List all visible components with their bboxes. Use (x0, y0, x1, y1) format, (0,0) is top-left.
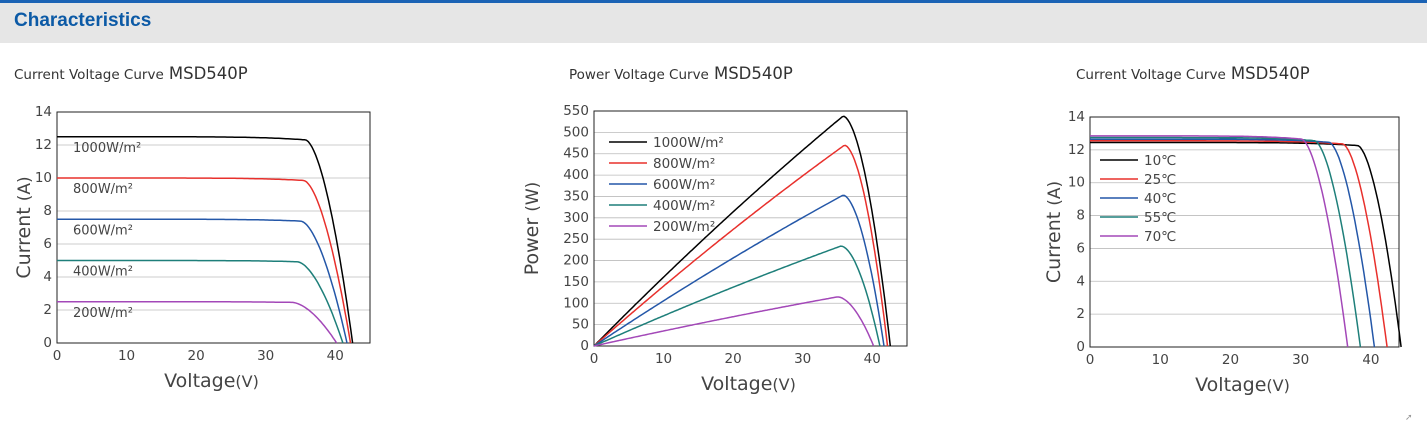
y-tick-label: 8 (43, 203, 52, 219)
series-line (593, 245, 881, 347)
x-tick-label: 30 (794, 351, 811, 367)
y-tick-label: 6 (1076, 240, 1085, 256)
x-tick-label: 40 (1362, 352, 1379, 368)
iv-irradiance-chart: 0 2 4 6 8 10 12 14 0 10 20 30 40 1000W/m² 800W/m² 600W/… (13, 104, 371, 392)
plot-frame (593, 110, 908, 347)
x-tick-label: 10 (118, 348, 135, 364)
x-tick-label: 40 (864, 351, 881, 367)
legend-label: 70℃ (1144, 229, 1176, 245)
legend-label: 600W/m² (653, 177, 715, 193)
x-tick-label: 20 (1222, 352, 1239, 368)
y-axis-label: Current (A) (13, 176, 35, 278)
x-tick-label: 0 (590, 351, 599, 367)
x-axis-label: Voltage(V) (701, 373, 796, 395)
section-header: Characteristics (0, 3, 1427, 43)
legend-label: 400W/m² (653, 198, 715, 214)
x-tick-label: 10 (1152, 352, 1169, 368)
series-label: 600W/m² (73, 223, 133, 238)
y-tick-label: 14 (1068, 109, 1085, 125)
series-line (57, 301, 338, 344)
section-title: Characteristics (14, 10, 152, 31)
x-tick-label: 30 (1292, 352, 1309, 368)
y-tick-label: 8 (1076, 208, 1085, 224)
y-tick-label: 10 (35, 170, 52, 186)
series-line (57, 177, 352, 344)
series-line (1090, 140, 1388, 348)
y-tick-label: 4 (1076, 273, 1085, 289)
y-tick-label: 300 (563, 210, 589, 226)
y-tick-label: 500 (563, 124, 589, 140)
y-tick-label: 400 (563, 167, 589, 183)
y-tick-label: 0 (1076, 339, 1085, 355)
plot-frame (1089, 116, 1400, 348)
x-tick-label: 20 (725, 351, 742, 367)
legend-label: 40℃ (1144, 191, 1176, 207)
header-accent-line (0, 0, 1427, 3)
chart1-title-text: Current Voltage Curve (14, 67, 164, 83)
legend-label: 1000W/m² (653, 135, 724, 151)
x-tick-label: 20 (188, 348, 205, 364)
y-tick-label: 0 (43, 335, 52, 351)
series-label: 1000W/m² (73, 141, 141, 156)
iv-temperature-chart: 0 2 4 6 8 10 12 14 0 10 20 30 40 10℃ 25℃ 40℃ 55℃ 70℃ Volta… (1043, 109, 1402, 396)
y-tick-label: 200 (563, 253, 589, 269)
x-tick-label: 0 (53, 348, 62, 364)
legend-label: 200W/m² (653, 219, 715, 235)
x-axis-label: Voltage(V) (1195, 374, 1290, 396)
series-line (593, 296, 875, 347)
y-tick-label: 10 (1068, 175, 1085, 191)
series-line (57, 259, 344, 344)
series-label: 200W/m² (73, 306, 133, 321)
y-tick-label: 12 (1068, 142, 1085, 158)
y-tick-label: 12 (35, 137, 52, 153)
y-tick-label: 250 (563, 231, 589, 247)
series-line (1090, 135, 1349, 348)
series-line (1090, 138, 1376, 348)
legend-label: 800W/m² (653, 156, 715, 172)
y-tick-label: 100 (563, 295, 589, 311)
series-line (57, 218, 348, 344)
chart2-model: MSD540P (713, 64, 793, 83)
series-line (593, 144, 889, 347)
chart3-title-text: Current Voltage Curve (1076, 67, 1226, 83)
series-line (57, 136, 354, 344)
y-tick-label: 350 (563, 188, 589, 204)
y-axis-label: Current (A) (1043, 181, 1065, 283)
y-axis-label: Power (W) (521, 182, 543, 276)
chart3-title: Current Voltage Curve MSD540P (1076, 64, 1310, 83)
chart3-model: MSD540P (1230, 64, 1310, 83)
y-tick-label: 14 (35, 104, 52, 120)
y-tick-label: 150 (563, 274, 589, 290)
chart1-title: Current Voltage Curve MSD540P (14, 64, 248, 83)
y-tick-label: 6 (43, 236, 52, 252)
x-axis-label: Voltage(V) (164, 370, 259, 392)
y-tick-label: 4 (43, 269, 52, 285)
legend-label: 25℃ (1144, 172, 1176, 188)
x-tick-label: 40 (327, 348, 344, 364)
legend-label: 55℃ (1144, 210, 1176, 226)
y-tick-label: 450 (563, 146, 589, 162)
chart2-title: Power Voltage Curve MSD540P (569, 64, 793, 83)
series-line (593, 115, 892, 347)
y-tick-label: 50 (572, 317, 589, 333)
plot-frame (56, 111, 371, 344)
series-label: 400W/m² (73, 265, 133, 280)
series-line (593, 194, 885, 347)
pv-irradiance-chart: 0 50 100 150 200 250 300 350 400 450 500 550 0 10 20 30… (521, 103, 908, 395)
y-tick-label: 2 (43, 302, 52, 318)
y-tick-label: 2 (1076, 306, 1085, 322)
series-label: 800W/m² (73, 182, 133, 197)
chart2-title-text: Power Voltage Curve (569, 67, 709, 83)
legend-label: 10℃ (1144, 153, 1176, 169)
series-line (1090, 141, 1402, 348)
x-tick-label: 10 (655, 351, 672, 367)
chart1-model: MSD540P (168, 64, 248, 83)
y-tick-label: 550 (563, 103, 589, 119)
arrow-icon: ➚ (1405, 412, 1413, 422)
y-tick-label: 0 (580, 338, 589, 354)
x-tick-label: 0 (1086, 352, 1095, 368)
series-line (1090, 136, 1362, 348)
x-tick-label: 30 (257, 348, 274, 364)
